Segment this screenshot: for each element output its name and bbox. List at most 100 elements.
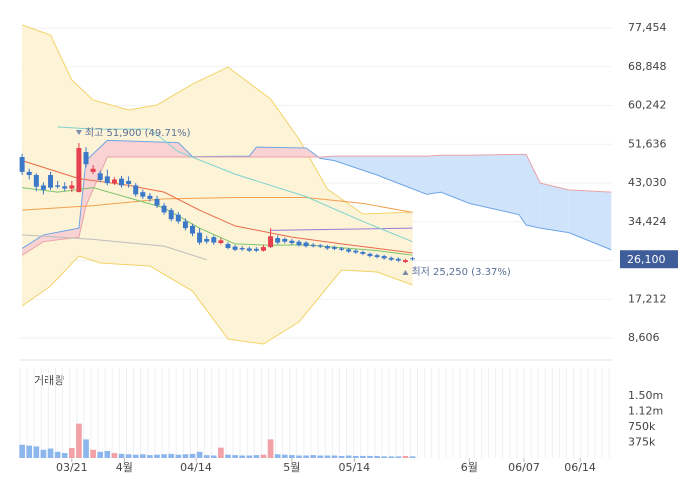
x-tick-label: 4월 xyxy=(116,461,133,474)
volume-bar xyxy=(196,451,203,458)
candle-body xyxy=(303,242,309,247)
volume-tick-label: 1.50m xyxy=(628,389,663,402)
volume-bar xyxy=(246,455,253,458)
volume-bar xyxy=(324,455,331,458)
volume-bar xyxy=(232,455,238,458)
volume-bar xyxy=(111,453,118,458)
volume-bar xyxy=(352,455,359,458)
volume-bar xyxy=(33,446,40,458)
candle-body xyxy=(175,214,181,222)
volume-bar xyxy=(47,448,54,458)
candle-body xyxy=(282,238,288,242)
volume-bar xyxy=(395,456,402,458)
volume-bar xyxy=(253,455,260,458)
cloud-segment xyxy=(107,140,179,158)
bollinger-upper xyxy=(21,24,413,215)
candle-body xyxy=(218,240,224,244)
cloud-segment xyxy=(568,189,612,250)
volume-bar xyxy=(317,455,324,458)
x-tick-label: 04/14 xyxy=(180,461,212,474)
candle-body xyxy=(62,186,68,189)
annotation-label: 최고 51,900 (49.71%) xyxy=(85,127,191,139)
candle-body xyxy=(90,168,96,172)
candle-body xyxy=(55,185,61,187)
volume-bar xyxy=(132,454,139,458)
candle-body xyxy=(353,250,359,253)
candle-body xyxy=(97,173,103,180)
volume-bar xyxy=(154,454,160,458)
volume-bar xyxy=(76,423,82,458)
x-tick-label: 06/07 xyxy=(508,461,540,474)
indicator-line xyxy=(57,126,413,243)
candle-body xyxy=(232,246,238,250)
volume-bar xyxy=(345,455,352,458)
candle-body xyxy=(126,180,132,185)
volume-bar xyxy=(409,456,416,458)
candle-body xyxy=(40,185,46,190)
candle-body xyxy=(154,198,160,206)
y-tick-label: 34,424 xyxy=(628,215,667,228)
volume-bar xyxy=(97,451,104,458)
cloud-segment xyxy=(440,155,470,204)
current-price-box xyxy=(620,250,678,269)
volume-bar xyxy=(218,447,224,458)
candle-body xyxy=(260,247,266,251)
candle-body xyxy=(190,225,195,234)
candle-body xyxy=(104,176,110,184)
candle-body xyxy=(147,195,153,199)
volume-bar xyxy=(203,455,210,458)
indicator-line xyxy=(22,234,207,261)
volume-bar xyxy=(374,455,380,458)
bollinger-fill xyxy=(22,25,413,345)
annotation-marker xyxy=(402,270,409,276)
candle-body xyxy=(268,236,274,248)
cloud-segment xyxy=(526,154,541,229)
candle-body xyxy=(381,256,387,259)
candle-body xyxy=(197,232,203,243)
candle-body xyxy=(225,243,231,248)
candle-body xyxy=(388,257,394,260)
candle-body xyxy=(246,248,252,251)
y-tick-label: 43,030 xyxy=(628,176,667,189)
volume-tick-label: 1.12m xyxy=(628,404,663,417)
volume-bar xyxy=(19,444,25,458)
volume-bar xyxy=(225,454,231,458)
candle-body xyxy=(26,171,32,176)
volume-bar xyxy=(210,455,217,458)
candle-body xyxy=(48,175,54,188)
volume-title: 거래량 xyxy=(34,374,64,387)
indicator-line xyxy=(22,197,413,213)
cloud-segment xyxy=(540,183,569,233)
volume-bar xyxy=(26,445,33,458)
x-tick-label: 6월 xyxy=(461,461,478,474)
candle-body xyxy=(133,185,139,195)
cloud-segment xyxy=(519,154,527,226)
volume-bar xyxy=(260,454,267,458)
candle-body xyxy=(374,255,380,257)
volume-bar xyxy=(274,454,281,458)
volume-bar xyxy=(381,456,387,458)
cloud-span-b xyxy=(21,153,612,256)
volume-tick-label: 750k xyxy=(628,420,656,433)
volume-bar xyxy=(367,455,373,458)
x-tick-label: 06/14 xyxy=(564,461,596,474)
candle-body xyxy=(182,221,188,229)
volume-tick-label: 375k xyxy=(628,435,656,448)
candle-body xyxy=(317,245,323,247)
volume-bar xyxy=(189,453,196,458)
volume-bar xyxy=(182,454,189,458)
volume-bar xyxy=(168,453,175,458)
y-tick-label: 51,636 xyxy=(628,137,667,150)
candle-body xyxy=(346,249,352,252)
cloud-segment xyxy=(256,147,307,158)
candle-body xyxy=(111,179,117,184)
candle-body xyxy=(253,248,259,251)
candle-body xyxy=(19,157,25,172)
volume-bar xyxy=(289,455,295,458)
volume-bar xyxy=(388,456,395,458)
x-tick-label: 5월 xyxy=(283,461,300,474)
candle-body xyxy=(69,185,75,189)
annotation-label: 최저 25,250 (3.37%) xyxy=(411,266,510,278)
candle-body xyxy=(211,237,217,243)
